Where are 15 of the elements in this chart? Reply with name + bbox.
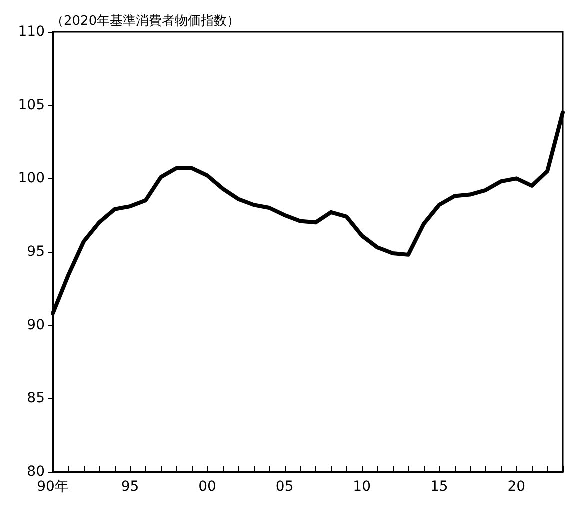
x-tick-label: 20 xyxy=(508,479,526,495)
x-tick-label: 95 xyxy=(121,479,140,495)
x-tick-label: 10 xyxy=(353,479,372,495)
y-tick-label: 95 xyxy=(27,244,45,260)
y-tick-label: 105 xyxy=(18,97,45,114)
y-tick-label: 90 xyxy=(27,317,45,334)
x-tick-label: 00 xyxy=(198,479,216,495)
y-tick-label: 80 xyxy=(27,464,45,480)
x-tick-label: 15 xyxy=(430,479,448,495)
y-tick-label: 85 xyxy=(27,390,45,407)
x-tick-label: 05 xyxy=(276,479,294,495)
x-tick-label: 90年 xyxy=(37,479,69,495)
y-tick-label: 100 xyxy=(18,170,45,187)
y-tick-label: 110 xyxy=(18,24,45,40)
chart-title: （2020年基準消費者物価指数） xyxy=(51,14,240,29)
